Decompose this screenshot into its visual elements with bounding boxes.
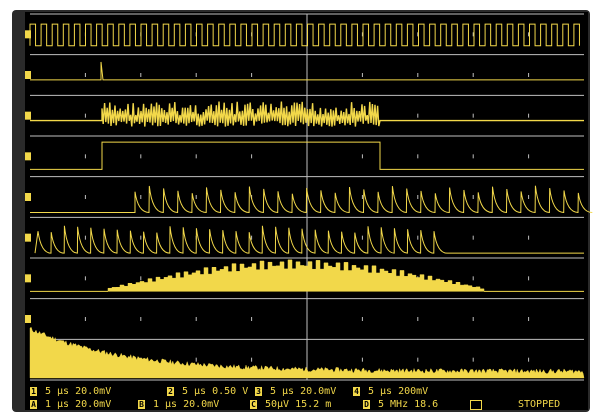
channel-4-badge: 4 (353, 387, 360, 396)
channel-1-settings: 5 μs 20.0mV (45, 386, 112, 397)
channel-marker (25, 71, 31, 79)
channel-marker (25, 111, 31, 120)
channel-2-badge: 2 (167, 387, 174, 396)
math-c-settings: 50μV 15.2 m (265, 399, 332, 410)
math-a-settings: 1 μs 20.0mV (45, 399, 112, 410)
data-burst-trace (30, 101, 584, 127)
channel-2-settings: 5 μs 0.50 V (182, 386, 249, 397)
math-d-settings: 5 MHz 18.6 (378, 399, 439, 410)
math-b-badge: B (138, 400, 145, 409)
math-d-badge: D (363, 400, 370, 409)
traces (25, 23, 593, 379)
gate-trace (30, 141, 584, 170)
channel-3-badge: 3 (255, 387, 262, 396)
stopped-label: STOPPED (518, 399, 561, 410)
noise-spectrum-fill (29, 326, 585, 379)
channel-marker (25, 30, 31, 39)
graticule-grid (30, 13, 584, 381)
sense-trace-b (34, 225, 584, 254)
channel-marker (25, 274, 31, 283)
channel-1-badge: 1 (30, 387, 37, 396)
trigger-icon (470, 400, 482, 410)
channel-3-settings: 5 μs 20.0mV (270, 386, 337, 397)
math-a-badge: A (30, 400, 37, 409)
math-c-badge: C (250, 400, 257, 409)
sense-trace-a (30, 185, 593, 213)
channel-marker (25, 193, 31, 201)
channel-4-settings: 5 μs 200mV (368, 386, 429, 397)
channel-marker (25, 152, 31, 161)
trigger-pulse-trace (30, 61, 584, 81)
channel-marker (25, 233, 31, 242)
envelope-fill (107, 259, 485, 292)
math-b-settings: 1 μs 20.0mV (153, 399, 220, 410)
clock-trace (29, 23, 580, 47)
channel-marker (25, 315, 31, 323)
